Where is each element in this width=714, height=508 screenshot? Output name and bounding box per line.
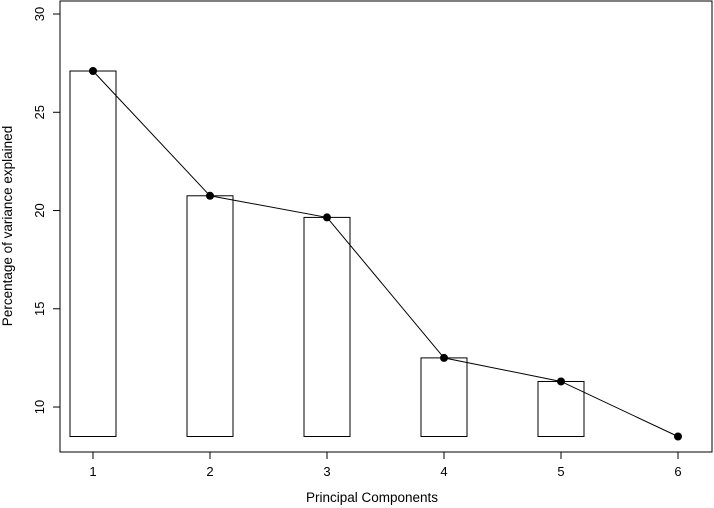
bars-group [69,70,585,438]
x-tick-label-2: 2 [206,464,213,479]
x-tick-label-5: 5 [557,464,564,479]
variance-line [92,70,679,437]
x-tick-label-6: 6 [674,464,681,479]
y-tick-label-25: 25 [32,105,47,119]
x-tick-label-1: 1 [89,464,96,479]
y-tick-label-10: 10 [32,400,47,414]
bar-pc4 [420,357,468,437]
line-point-pc4 [440,353,448,362]
y-tick-label-15: 15 [32,302,47,316]
y-axis-title: Percentage of variance explained [0,126,15,326]
line-point-pc6 [674,432,682,441]
bar-pc2 [186,195,234,437]
line-series-group [89,67,682,441]
x-axis: 1 2 3 4 5 6 [89,451,682,479]
plot-frame [59,0,713,453]
y-tick-label-30: 30 [32,7,47,21]
line-point-pc1 [89,67,97,76]
y-axis: 10 15 20 25 30 [32,7,61,414]
line-point-pc3 [323,213,331,222]
line-point-pc2 [206,191,214,200]
bar-pc1 [69,70,117,437]
line-point-pc5 [557,377,565,386]
bar-pc5 [537,380,585,438]
x-axis-title: Principal Components [306,490,438,505]
bar-pc3 [303,216,351,437]
x-tick-label-4: 4 [440,464,447,479]
x-tick-label-3: 3 [323,464,330,479]
y-tick-label-20: 20 [32,203,47,217]
